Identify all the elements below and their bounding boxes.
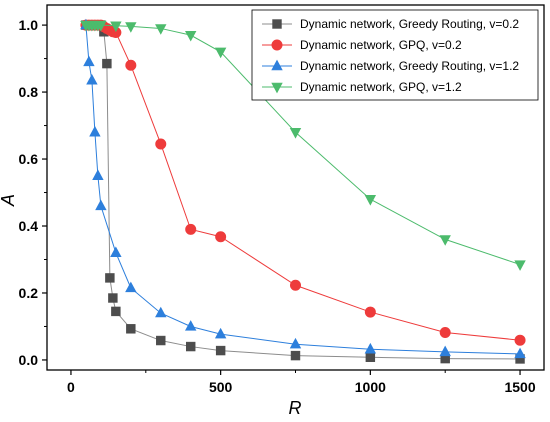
legend-marker xyxy=(271,82,283,94)
data-point xyxy=(289,279,301,291)
data-point xyxy=(102,58,112,69)
series-4 xyxy=(80,20,526,271)
axis-ticks: 0 500 1000 1500 0.0 0.2 0.4 0.6 0.8 1.0 xyxy=(19,17,536,395)
data-point xyxy=(185,341,196,352)
data-point xyxy=(365,352,376,362)
x-tick-label: 1000 xyxy=(355,379,386,395)
legend-marker xyxy=(271,39,283,51)
data-point xyxy=(439,345,451,357)
legend-marker xyxy=(271,59,283,71)
data-point xyxy=(514,260,526,271)
data-point xyxy=(185,30,197,42)
data-point xyxy=(289,337,302,349)
data-point xyxy=(110,246,122,257)
data-point xyxy=(125,281,137,293)
data-point xyxy=(215,345,226,356)
data-point xyxy=(185,320,197,331)
data-point xyxy=(89,125,101,137)
y-tick-label: 0.6 xyxy=(19,151,39,167)
data-point xyxy=(364,306,376,318)
data-point xyxy=(364,342,377,354)
legend-box xyxy=(251,9,539,101)
data-point xyxy=(514,347,526,359)
data-point xyxy=(364,195,377,206)
y-tick-label: 1.0 xyxy=(19,17,39,33)
legend-label: Dynamic network, GPQ, v=1.2 xyxy=(300,80,462,94)
data-point xyxy=(155,24,167,35)
data-point xyxy=(289,128,302,139)
data-point xyxy=(439,326,451,338)
data-point xyxy=(214,47,227,59)
legend-label: Dynamic network, Greedy Routing, v=0.2 xyxy=(300,17,519,31)
data-point xyxy=(105,273,115,283)
x-tick-label: 1500 xyxy=(504,379,535,395)
data-point xyxy=(185,223,197,235)
y-tick-label: 0.8 xyxy=(19,84,39,100)
data-point xyxy=(83,55,95,67)
data-point xyxy=(514,334,526,346)
data-point xyxy=(126,324,136,334)
data-point xyxy=(156,335,166,346)
y-tick-label: 0.4 xyxy=(19,218,39,234)
series-3 xyxy=(80,18,526,359)
y-tick-label: 0.2 xyxy=(19,285,39,301)
data-point xyxy=(125,59,137,71)
legend-marker xyxy=(272,19,282,29)
data-point xyxy=(214,327,227,339)
legend-label: Dynamic network, GPQ, v=0.2 xyxy=(300,38,462,52)
y-axis-title: A xyxy=(0,194,18,207)
x-axis-title: R xyxy=(289,398,302,418)
data-point xyxy=(155,306,167,318)
x-tick-label: 0 xyxy=(67,379,75,395)
data-point xyxy=(108,293,118,303)
x-tick-label: 500 xyxy=(209,379,233,395)
data-point xyxy=(95,199,107,211)
data-point xyxy=(95,20,107,32)
legend-label: Dynamic network, Greedy Routing, v=1.2 xyxy=(300,59,519,73)
series-layer xyxy=(80,18,526,364)
data-point xyxy=(111,306,121,317)
data-point xyxy=(110,21,122,33)
data-point xyxy=(125,22,137,33)
data-point xyxy=(215,231,227,243)
data-point xyxy=(155,138,167,150)
y-tick-label: 0.0 xyxy=(19,352,39,368)
data-point xyxy=(439,235,451,246)
legend: Dynamic network, Greedy Routing, v=0.2 Dy… xyxy=(251,9,539,101)
data-point xyxy=(86,73,98,85)
data-point xyxy=(92,169,104,180)
data-point xyxy=(290,350,301,361)
